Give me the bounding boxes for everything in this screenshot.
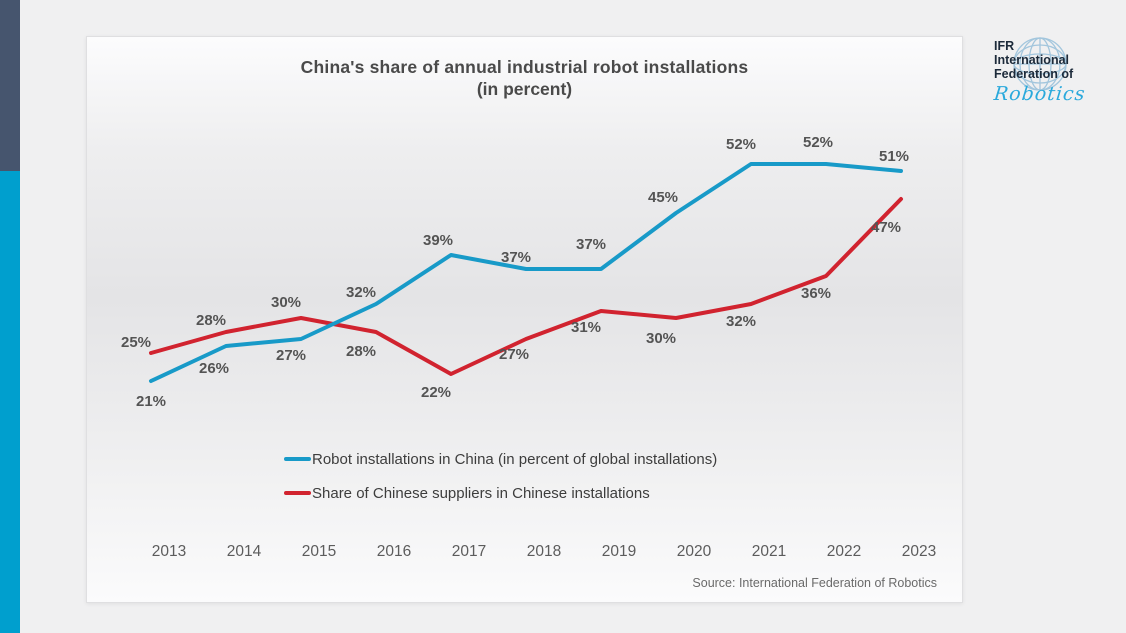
sidebar-accent-dark xyxy=(0,0,20,171)
logo-line-international: International xyxy=(994,53,1070,67)
data-point-label: 39% xyxy=(423,232,453,249)
chart-card: 2013 2014 2015 2016 2017 2018 2019 2020 2021 2022… xyxy=(86,36,963,603)
sidebar-accent-cyan xyxy=(0,171,20,633)
data-point-label: 52% xyxy=(726,136,756,153)
source-note: Source: International Federation of Robo… xyxy=(692,576,937,590)
data-point-label: 32% xyxy=(726,313,756,330)
logo-line-federation: Federation of xyxy=(994,67,1074,81)
data-point-label: 30% xyxy=(271,294,301,311)
x-tick-label: 2020 xyxy=(677,543,712,560)
data-point-label: 26% xyxy=(199,360,229,377)
x-tick-label: 2022 xyxy=(827,543,861,560)
globe-icon xyxy=(1013,37,1067,91)
ifr-logo: IFR International Federation of Robotics xyxy=(992,36,1122,114)
chart-legend: Robot installations in China (in percent… xyxy=(284,448,717,504)
logo-robotics-script: Robotics xyxy=(992,83,1087,105)
data-point-label: 28% xyxy=(196,312,226,329)
x-tick-label: 2014 xyxy=(227,543,262,560)
red-line-swatch xyxy=(284,491,311,495)
data-point-label: 52% xyxy=(803,134,833,151)
data-point-label: 31% xyxy=(571,319,601,336)
data-point-label: 45% xyxy=(648,189,678,206)
legend-label: Robot installations in China (in percent… xyxy=(312,450,718,468)
x-tick-label: 2023 xyxy=(902,543,936,560)
data-point-label: 51% xyxy=(879,148,909,165)
logo-line-ifr: IFR xyxy=(994,39,1015,53)
data-point-label: 37% xyxy=(501,249,531,266)
blue-line-swatch xyxy=(284,457,311,461)
red-series-line xyxy=(149,197,903,376)
chart-subtitle: (in percent) xyxy=(476,79,573,99)
data-point-label: 25% xyxy=(121,334,151,351)
legend-item-china-share: Robot installations in China (in percent… xyxy=(284,448,717,470)
blue-series-line xyxy=(149,162,903,383)
x-tick-label: 2018 xyxy=(527,543,561,560)
x-tick-label: 2019 xyxy=(602,543,636,560)
x-tick-label: 2015 xyxy=(302,543,336,560)
x-tick-label: 2016 xyxy=(377,543,411,560)
data-point-label: 28% xyxy=(346,343,376,360)
data-point-label: 21% xyxy=(136,393,166,410)
data-point-label: 47% xyxy=(871,219,901,236)
legend-label: Share of Chinese suppliers in Chinese in… xyxy=(312,484,650,502)
data-point-label: 36% xyxy=(801,285,831,302)
line-chart: 2013 2014 2015 2016 2017 2018 2019 2020 2021 2022… xyxy=(121,134,936,560)
x-tick-label: 2017 xyxy=(452,543,486,560)
x-tick-label: 2021 xyxy=(752,543,786,560)
data-point-label: 32% xyxy=(346,284,376,301)
data-point-label: 22% xyxy=(421,384,451,401)
x-tick-label: 2013 xyxy=(152,543,186,560)
data-point-label: 30% xyxy=(646,330,676,347)
data-point-label: 37% xyxy=(576,236,606,253)
chart-title: China's share of annual industrial robot… xyxy=(300,57,749,77)
data-point-label: 27% xyxy=(499,346,529,363)
data-point-label: 27% xyxy=(276,347,306,364)
legend-item-chinese-suppliers: Share of Chinese suppliers in Chinese in… xyxy=(284,482,717,504)
